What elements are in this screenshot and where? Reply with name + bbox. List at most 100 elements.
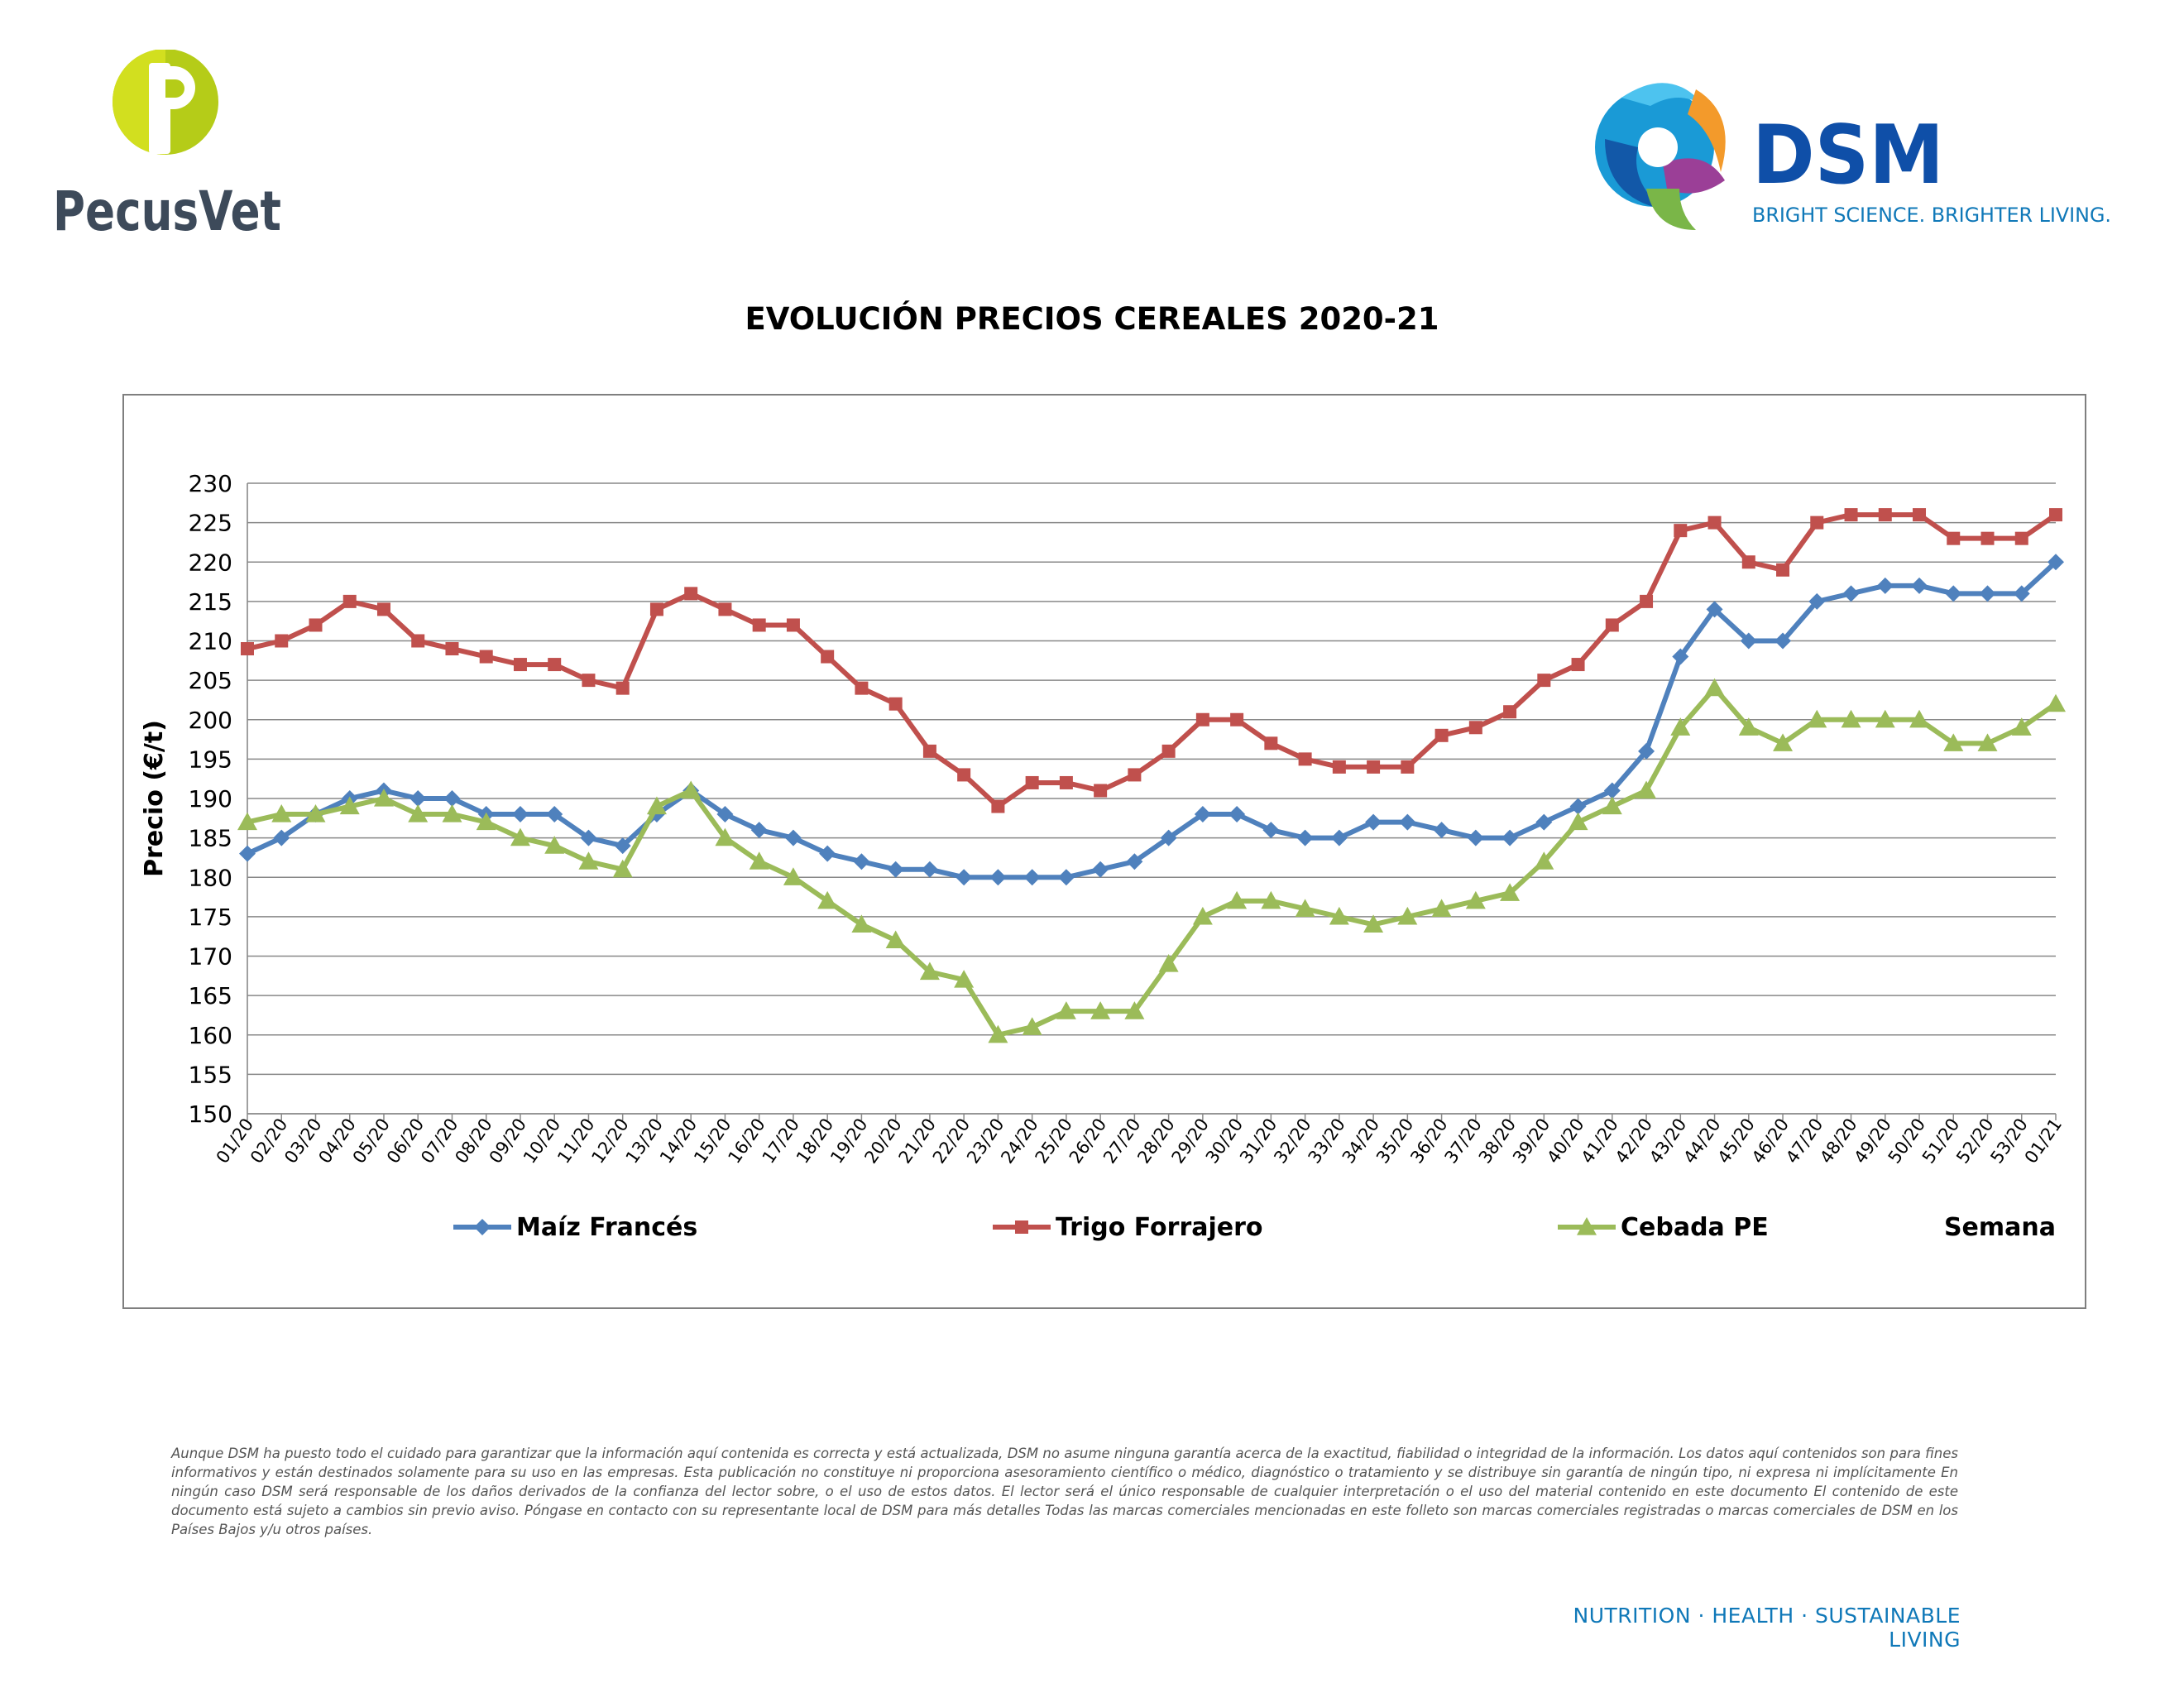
data-point-series-2 (786, 618, 800, 632)
data-point-series-2 (513, 658, 527, 672)
data-point-series-3 (1534, 851, 1554, 870)
data-point-series-3 (1909, 709, 1930, 728)
data-point-series-2 (342, 594, 357, 608)
y-tick-label: 175 (189, 904, 232, 931)
data-point-series-1 (1672, 648, 1689, 665)
data-point-series-3 (1090, 1001, 1111, 1019)
data-point-series-1 (511, 806, 529, 823)
data-point-series-3 (237, 812, 257, 831)
data-point-series-3 (1943, 733, 1964, 751)
data-point-series-1 (1365, 813, 1382, 831)
y-tick-label: 180 (189, 864, 232, 891)
data-point-series-1 (1911, 577, 1928, 594)
data-point-series-3 (1807, 709, 1827, 728)
data-point-series-3 (1397, 906, 1418, 925)
data-point-series-1 (1399, 813, 1416, 831)
data-point-series-2 (1059, 775, 1073, 789)
data-point-series-2 (1468, 721, 1482, 735)
data-point-series-2 (241, 642, 254, 656)
data-point-series-3 (2011, 717, 2032, 736)
data-point-series-2 (1332, 760, 1346, 774)
data-point-series-2 (1913, 508, 1927, 522)
y-tick-label: 170 (189, 943, 232, 971)
data-point-series-2 (1640, 594, 1654, 608)
data-point-series-3 (271, 804, 292, 822)
data-point-series-1 (1842, 585, 1860, 602)
data-point-series-2 (752, 618, 766, 632)
data-point-series-3 (1704, 678, 1725, 697)
disclaimer-text: Aunque DSM ha puesto todo el cuidado par… (171, 1446, 1958, 1537)
data-point-series-3 (442, 804, 462, 822)
dsm-logo-text: DSM (1752, 108, 1944, 203)
data-point-series-2 (1128, 768, 1142, 782)
y-tick-label: 220 (189, 549, 232, 576)
legend-marker-1 (474, 1219, 491, 1235)
data-point-series-1 (239, 845, 256, 862)
data-point-series-1 (1535, 813, 1553, 831)
footer-tagline: NUTRITION · HEALTH · SUSTAINABLE LIVING (1573, 1604, 1961, 1652)
data-point-series-2 (2049, 508, 2062, 522)
data-point-series-1 (1330, 829, 1348, 846)
data-point-series-1 (989, 869, 1007, 886)
data-point-series-2 (991, 799, 1005, 813)
data-point-series-2 (1195, 712, 1209, 727)
data-point-series-3 (1841, 709, 1861, 728)
data-point-series-2 (1025, 775, 1039, 789)
data-point-series-2 (1094, 784, 1108, 798)
data-point-series-1 (1569, 798, 1587, 815)
data-point-series-3 (1875, 709, 1895, 728)
data-point-series-3 (1568, 812, 1588, 831)
data-point-series-2 (1844, 508, 1858, 522)
pecusvet-logo-text: PecusVet (53, 180, 281, 240)
data-point-series-3 (749, 851, 769, 870)
data-point-series-3 (1295, 899, 1315, 917)
chart-frame: 150 155 160 165 170 175 180 185 190 195 200 205 210 2… (122, 394, 2086, 1309)
data-point-series-1 (1706, 601, 1723, 618)
data-point-series-1 (887, 861, 904, 878)
price-line-chart: 150 155 160 165 170 175 180 185 190 195 200 205 210 2… (140, 470, 2066, 1242)
data-point-series-2 (821, 650, 835, 664)
data-point-series-3 (1602, 796, 1622, 815)
data-point-series-3 (578, 851, 599, 870)
data-point-series-1 (1979, 585, 1996, 602)
data-point-series-3 (783, 867, 803, 885)
data-point-series-2 (445, 642, 459, 656)
data-point-series-3 (851, 914, 872, 933)
y-tick-label: 160 (189, 1022, 232, 1049)
y-tick-label: 165 (189, 982, 232, 1009)
data-point-series-2 (718, 602, 732, 616)
data-point-series-2 (275, 634, 289, 648)
data-point-series-2 (1571, 658, 1585, 672)
legend-marker-3 (1577, 1217, 1597, 1235)
data-point-series-1 (1262, 822, 1280, 839)
y-tick-label: 205 (189, 667, 232, 694)
data-point-series-3 (1192, 906, 1213, 925)
dsm-slogan: BRIGHT SCIENCE. BRIGHTER LIVING. (1752, 204, 2111, 227)
data-point-series-3 (1636, 780, 1657, 799)
data-point-series-3 (1670, 717, 1691, 736)
data-point-series-1 (1023, 869, 1041, 886)
data-point-series-2 (1741, 555, 1755, 569)
x-axis-label: Semana (1944, 1213, 2056, 1242)
data-point-series-3 (1056, 1001, 1076, 1019)
data-point-series-3 (1738, 717, 1759, 736)
data-point-series-2 (1230, 712, 1244, 727)
y-tick-label: 155 (189, 1061, 232, 1088)
y-tick-label: 230 (189, 470, 232, 497)
data-point-series-1 (580, 829, 597, 846)
data-point-series-1 (2013, 585, 2030, 602)
data-point-series-1 (1228, 806, 1246, 823)
data-point-series-1 (1740, 632, 1757, 650)
data-point-series-3 (1500, 883, 1521, 901)
data-point-series-2 (1537, 674, 1551, 688)
data-point-series-2 (1707, 516, 1722, 530)
data-point-series-3 (1431, 899, 1452, 917)
data-point-series-3 (1977, 733, 1998, 751)
data-point-series-2 (1776, 563, 1790, 577)
data-point-series-2 (684, 587, 698, 601)
data-point-series-1 (443, 790, 461, 807)
data-point-series-1 (784, 829, 802, 846)
y-tick-label: 215 (189, 588, 232, 616)
data-point-series-3 (1022, 1017, 1042, 1035)
data-point-series-3 (1465, 890, 1486, 909)
